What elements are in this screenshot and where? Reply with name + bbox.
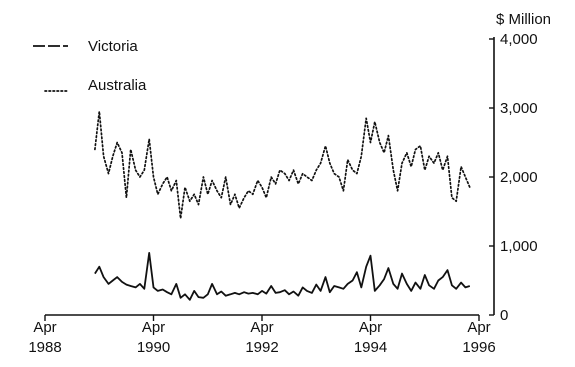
x-tick-month-3: Apr	[359, 319, 382, 336]
series-line-victoria	[94, 251, 471, 301]
x-tick-month-4: Apr	[467, 319, 490, 336]
y-axis-unit-label: $ Million	[496, 11, 551, 28]
legend-label-victoria: Victoria	[88, 38, 138, 55]
y-tick-label-4: 4,000	[500, 31, 538, 48]
x-tick-month-0: Apr	[33, 319, 56, 336]
y-tick-label-2: 2,000	[500, 169, 538, 186]
y-axis-ticks: 0 1,000 2,000 3,000 4,000	[489, 31, 538, 324]
legend-label-australia: Australia	[88, 77, 147, 94]
x-tick-year-3: 1994	[354, 339, 387, 356]
legend: Victoria Australia	[33, 38, 147, 94]
x-tick-month-1: Apr	[142, 319, 165, 336]
series-layer	[94, 110, 471, 301]
x-tick-year-2: 1992	[245, 339, 278, 356]
y-tick-label-3: 3,000	[500, 100, 538, 117]
series-line-australia	[94, 110, 471, 220]
x-axis-ticks: Apr 1988 Apr 1990 Apr 1992 Apr 1994 Apr 1996	[28, 315, 496, 356]
x-tick-year-4: 1996	[462, 339, 495, 356]
x-tick-year-0: 1988	[28, 339, 61, 356]
y-tick-label-1: 1,000	[500, 238, 538, 255]
x-tick-month-2: Apr	[250, 319, 273, 336]
x-tick-year-1: 1990	[137, 339, 170, 356]
y-tick-label-0: 0	[500, 307, 508, 324]
